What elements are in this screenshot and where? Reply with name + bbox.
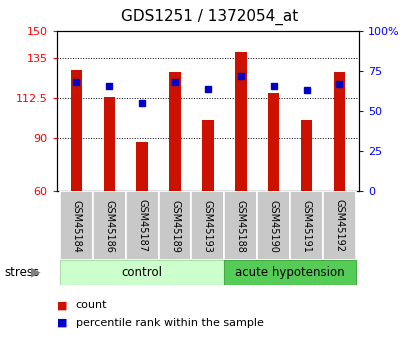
Text: control: control — [122, 266, 163, 279]
Text: ■: ■ — [57, 318, 67, 327]
Bar — [290, 191, 323, 260]
Bar — [136, 141, 148, 191]
Bar — [235, 52, 247, 191]
Text: GSM45189: GSM45189 — [170, 199, 180, 253]
Text: GSM45191: GSM45191 — [302, 199, 312, 253]
Bar — [93, 191, 126, 260]
Text: GSM45192: GSM45192 — [334, 199, 344, 253]
Text: GSM45190: GSM45190 — [269, 199, 278, 253]
Bar — [192, 191, 224, 260]
Bar — [169, 72, 181, 191]
Bar — [104, 97, 115, 191]
Text: ■: ■ — [57, 300, 67, 310]
Bar — [71, 70, 82, 191]
Text: GSM45186: GSM45186 — [104, 199, 114, 253]
Bar — [257, 191, 290, 260]
Text: GSM45193: GSM45193 — [203, 199, 213, 253]
Text: GDS1251 / 1372054_at: GDS1251 / 1372054_at — [121, 9, 299, 25]
Text: count: count — [76, 300, 107, 310]
Text: acute hypotension: acute hypotension — [235, 266, 345, 279]
Bar — [268, 93, 279, 191]
Bar — [224, 191, 257, 260]
Text: GSM45187: GSM45187 — [137, 199, 147, 253]
Text: percentile rank within the sample: percentile rank within the sample — [76, 318, 263, 327]
Bar — [323, 191, 356, 260]
Text: GSM45184: GSM45184 — [71, 199, 81, 253]
Bar — [301, 120, 312, 191]
Bar — [60, 260, 224, 285]
Bar — [202, 120, 214, 191]
Bar — [126, 191, 159, 260]
Text: GSM45188: GSM45188 — [236, 199, 246, 253]
Bar — [333, 72, 345, 191]
Bar — [159, 191, 192, 260]
Text: stress: stress — [4, 266, 39, 279]
Text: ▶: ▶ — [31, 266, 40, 279]
Bar — [224, 260, 356, 285]
Bar — [60, 191, 93, 260]
